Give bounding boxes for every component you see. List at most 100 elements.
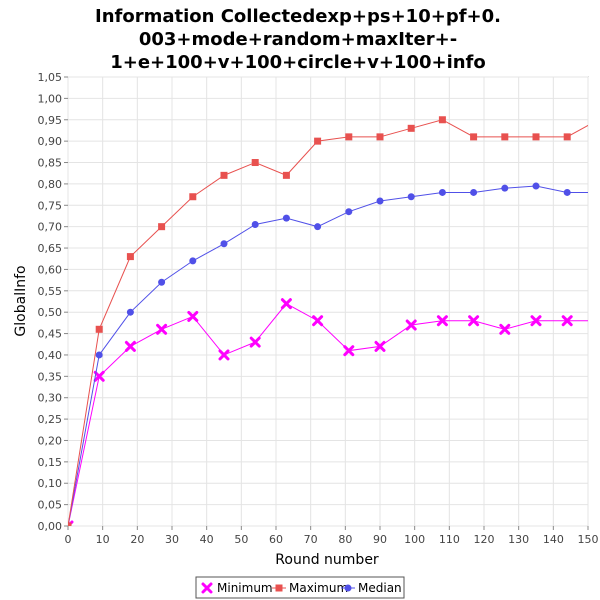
data-point-maximum — [95, 325, 103, 333]
y-axis-ticks: 0,00 0,05 0,10 0,15 0,20 0,25 0,30 0,35 0,40 0,45… — [38, 71, 68, 533]
x-tick-label: 80 — [338, 533, 352, 546]
data-point-maximum — [345, 133, 353, 141]
data-point-minimum — [468, 315, 480, 327]
data-point-minimum — [187, 310, 199, 322]
data-point-median — [314, 223, 322, 231]
y-tick-label: 0,15 — [38, 456, 63, 469]
data-point-maximum — [220, 171, 228, 179]
data-point-maximum — [438, 116, 446, 124]
data-point-minimum — [374, 340, 386, 352]
data-point-minimum — [405, 319, 417, 331]
x-tick-label: 90 — [373, 533, 387, 546]
x-tick-label: 0 — [65, 533, 72, 546]
y-tick-label: 0,90 — [38, 135, 63, 148]
data-point-median — [282, 214, 290, 222]
legend-marker-median — [344, 584, 352, 592]
x-tick-label: 10 — [96, 533, 110, 546]
data-point-minimum — [343, 345, 355, 357]
data-point-median — [345, 208, 353, 216]
grid-lines — [67, 76, 589, 527]
x-tick-label: 100 — [404, 533, 425, 546]
data-point-minimum — [499, 323, 511, 335]
y-axis-label: GlobalInfo — [13, 265, 29, 336]
data-point-minimum — [436, 315, 448, 327]
y-tick-label: 0,45 — [38, 328, 63, 341]
y-tick-label: 0,20 — [38, 434, 63, 447]
series-line-minimum — [68, 302, 588, 526]
legend-label-median: Median — [358, 581, 402, 595]
legend-item-maximum: Maximum — [272, 581, 348, 595]
y-tick-label: 1,05 — [38, 71, 63, 84]
y-tick-label: 0,85 — [38, 157, 63, 170]
data-point-median — [189, 257, 197, 265]
y-tick-label: 0,60 — [38, 263, 63, 276]
legend-label-minimum: Minimum — [217, 581, 273, 595]
x-tick-label: 60 — [269, 533, 283, 546]
data-point-minimum — [218, 349, 230, 361]
data-point-maximum — [407, 124, 415, 132]
data-point-minimum — [249, 336, 261, 348]
y-tick-label: 0,75 — [38, 199, 63, 212]
legend-label-maximum: Maximum — [289, 581, 348, 595]
data-point-minimum — [530, 315, 542, 327]
x-tick-label: 130 — [508, 533, 529, 546]
data-point-median — [220, 240, 228, 248]
data-point-maximum — [189, 193, 197, 201]
chart-title: Information Collectedexp+ps+10+pf+0. 003… — [95, 6, 501, 73]
chart-title-line-2: 003+mode+random+maxIter+- — [139, 29, 457, 50]
data-point-maximum — [501, 133, 509, 141]
data-point-maximum — [158, 223, 166, 231]
data-point-median — [563, 188, 571, 196]
series-line-median — [68, 185, 588, 526]
legend-marker-minimum — [201, 582, 213, 594]
data-point-maximum — [68, 522, 72, 526]
y-tick-label: 0,55 — [38, 285, 63, 298]
legend-box — [195, 576, 405, 599]
y-tick-label: 0,30 — [38, 392, 63, 405]
x-tick-label: 110 — [439, 533, 460, 546]
data-point-median — [376, 197, 384, 205]
data-point-maximum — [563, 133, 571, 141]
y-tick-label: 0,80 — [38, 178, 63, 191]
legend-marker-maximum — [275, 584, 283, 592]
data-point-minimum — [124, 340, 136, 352]
series-line-maximum — [68, 119, 588, 526]
x-tick-label: 140 — [543, 533, 564, 546]
data-point-minimum — [93, 370, 105, 382]
y-tick-label: 0,05 — [38, 499, 63, 512]
y-tick-label: 0,40 — [38, 349, 63, 362]
series-layer — [68, 116, 588, 526]
x-axis-ticks: 0 10 20 30 40 50 60 70 80 90 100 110 120 130 140 150 — [65, 526, 599, 546]
y-tick-label: 0,70 — [38, 221, 63, 234]
x-axis-label: Round number — [275, 552, 379, 568]
plot-area — [67, 76, 589, 527]
series-median — [68, 182, 588, 526]
y-tick-label: 0,25 — [38, 413, 63, 426]
y-tick-label: 0,10 — [38, 477, 63, 490]
data-point-median — [532, 182, 540, 190]
data-point-median — [438, 188, 446, 196]
chart-title-line-3: 1+e+100+v+100+circle+v+100+info — [110, 52, 486, 73]
x-tick-label: 150 — [578, 533, 599, 546]
x-tick-label: 120 — [474, 533, 495, 546]
y-tick-label: 0,95 — [38, 114, 63, 127]
legend-item-minimum: Minimum — [201, 581, 273, 595]
y-tick-label: 0,00 — [38, 520, 63, 533]
x-tick-label: 70 — [304, 533, 318, 546]
data-point-median — [470, 188, 478, 196]
data-point-maximum — [126, 253, 134, 261]
data-point-minimum — [156, 323, 168, 335]
data-point-maximum — [376, 133, 384, 141]
data-point-median — [126, 308, 134, 316]
y-tick-label: 0,50 — [38, 306, 63, 319]
data-point-median — [251, 221, 259, 229]
data-point-maximum — [314, 137, 322, 145]
legend: Minimum Maximum Median — [195, 576, 405, 599]
data-point-median — [501, 184, 509, 192]
legend-item-median: Median — [341, 581, 402, 595]
y-tick-label: 0,35 — [38, 370, 63, 383]
y-tick-label: 0,65 — [38, 242, 63, 255]
data-point-maximum — [251, 159, 259, 167]
data-point-median — [158, 278, 166, 286]
data-point-median — [407, 193, 415, 201]
